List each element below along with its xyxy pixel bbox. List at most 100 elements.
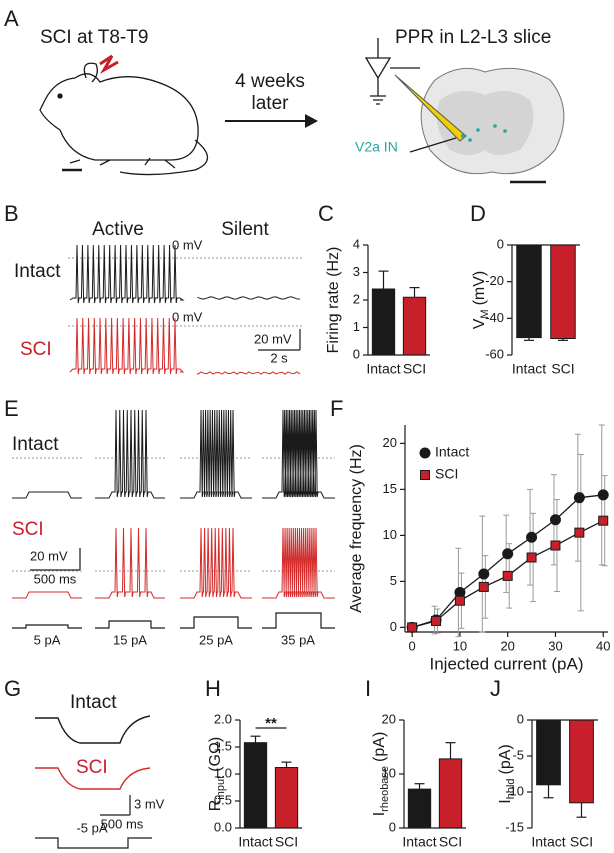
step-trace bbox=[95, 620, 165, 629]
y-tick-label: 5 bbox=[390, 573, 397, 588]
voltage-trace bbox=[12, 491, 82, 499]
y-axis-label: Firing rate (Hz) bbox=[325, 247, 342, 354]
panel-letter: I bbox=[365, 676, 371, 701]
y-tick-label: 10 bbox=[382, 765, 396, 780]
x-tick-label: 30 bbox=[548, 638, 562, 653]
marker bbox=[478, 581, 489, 592]
y-tick-label: -15 bbox=[505, 819, 524, 834]
scale-label: 2 s bbox=[270, 350, 288, 365]
row-label: Intact bbox=[14, 261, 61, 282]
voltage-trace bbox=[69, 244, 185, 304]
scale-label: 3 mV bbox=[134, 796, 165, 811]
y-axis-label-unit: (GΩ) bbox=[207, 737, 224, 772]
marker bbox=[550, 540, 561, 551]
panel-letter: J bbox=[490, 676, 501, 701]
zero-label: 0 mV bbox=[172, 237, 203, 252]
marker bbox=[573, 492, 585, 504]
marker bbox=[574, 527, 585, 538]
row-label: SCI bbox=[12, 519, 44, 540]
arrow-text: later bbox=[252, 93, 290, 114]
step-label: 25 pA bbox=[199, 632, 233, 647]
voltage-trace bbox=[262, 527, 335, 599]
y-tick-label: -5 bbox=[512, 747, 524, 762]
y-axis-label: Ihold (pA) bbox=[497, 744, 517, 803]
x-axis-label: Injected current (pA) bbox=[429, 654, 583, 673]
bar bbox=[402, 296, 427, 356]
y-tick-label: -60 bbox=[485, 346, 504, 361]
row-label: SCI bbox=[76, 757, 108, 778]
step-label: 5 pA bbox=[34, 632, 61, 647]
x-tick-label: SCI bbox=[275, 834, 298, 850]
voltage-trace bbox=[69, 317, 185, 375]
x-tick-label: SCI bbox=[403, 361, 426, 377]
y-tick-label: -40 bbox=[485, 310, 504, 325]
marker bbox=[454, 595, 465, 606]
bar bbox=[438, 758, 463, 829]
bar bbox=[274, 767, 299, 829]
y-tick-label: 0 bbox=[517, 711, 524, 726]
y-tick-label: 0 bbox=[353, 346, 360, 361]
y-axis-label-main: Average frequency (Hz) bbox=[348, 444, 365, 613]
legend-marker bbox=[419, 447, 431, 459]
x-tick-label: 10 bbox=[453, 638, 467, 653]
panel-letter: E bbox=[4, 396, 19, 421]
column-label: Silent bbox=[221, 219, 269, 240]
voltage-trace bbox=[180, 527, 252, 599]
scale-bar bbox=[100, 795, 131, 816]
y-axis-label: Average frequency (Hz) bbox=[348, 444, 365, 613]
y-tick-label: 0 bbox=[390, 619, 397, 634]
step-trace bbox=[12, 624, 82, 629]
scale-bar bbox=[30, 548, 81, 571]
y-axis-label-sub: M bbox=[479, 309, 491, 318]
traces bbox=[12, 244, 335, 790]
annotation: ** bbox=[265, 715, 277, 732]
y-tick-label: 0.5 bbox=[214, 792, 232, 807]
row-label: Intact bbox=[12, 434, 59, 455]
y-tick-label: 0 bbox=[389, 819, 396, 834]
zero-label: 0 mV bbox=[172, 309, 203, 324]
y-tick-label: -10 bbox=[505, 783, 524, 798]
x-tick-label: SCI bbox=[551, 361, 574, 377]
scale-label: 20 mV bbox=[254, 331, 292, 346]
voltage-trace bbox=[197, 371, 301, 376]
y-axis-label-main: V bbox=[471, 318, 488, 329]
marker bbox=[502, 570, 513, 581]
legend-label: Intact bbox=[435, 444, 469, 460]
title: PPR in L2-L3 slice bbox=[395, 27, 551, 48]
voltage-trace bbox=[35, 767, 151, 790]
voltage-trace bbox=[180, 409, 252, 499]
panel-letter: G bbox=[4, 676, 21, 701]
step-label: -5 pA bbox=[76, 820, 107, 835]
y-tick-label: 20 bbox=[383, 435, 397, 450]
column-label: Active bbox=[92, 219, 144, 240]
marker bbox=[431, 615, 442, 626]
step-label: 35 pA bbox=[281, 632, 315, 647]
y-axis-label: Irheobase (pA) bbox=[371, 732, 391, 817]
y-axis-label-sub: input bbox=[215, 776, 227, 800]
panel-letters: A B C D E F G H I J bbox=[4, 6, 501, 701]
y-axis-label-main: R bbox=[207, 800, 224, 812]
scale-label: 500 ms bbox=[34, 571, 77, 586]
voltage-trace bbox=[197, 296, 301, 300]
step-trace bbox=[35, 837, 152, 849]
voltage-trace bbox=[12, 591, 82, 599]
title: SCI at T8-T9 bbox=[40, 27, 148, 48]
x-tick-label: Intact bbox=[238, 834, 272, 850]
marker bbox=[597, 489, 609, 501]
scale-label: 20 mV bbox=[30, 548, 68, 563]
x-tick-label: SCI bbox=[570, 834, 593, 850]
legend-label: SCI bbox=[435, 466, 458, 482]
voltage-trace bbox=[95, 409, 165, 499]
scale-label: 500 ms bbox=[101, 816, 144, 831]
y-axis-label-unit: (pA) bbox=[497, 744, 514, 774]
bar bbox=[516, 244, 542, 339]
voltage-trace bbox=[262, 409, 335, 499]
marker bbox=[549, 514, 561, 526]
panel-letter: H bbox=[205, 676, 221, 701]
panel-letter: A bbox=[4, 6, 19, 31]
y-tick-label: 1 bbox=[353, 319, 360, 334]
panel-letter: B bbox=[4, 201, 19, 226]
mouse-drawing bbox=[39, 54, 209, 176]
